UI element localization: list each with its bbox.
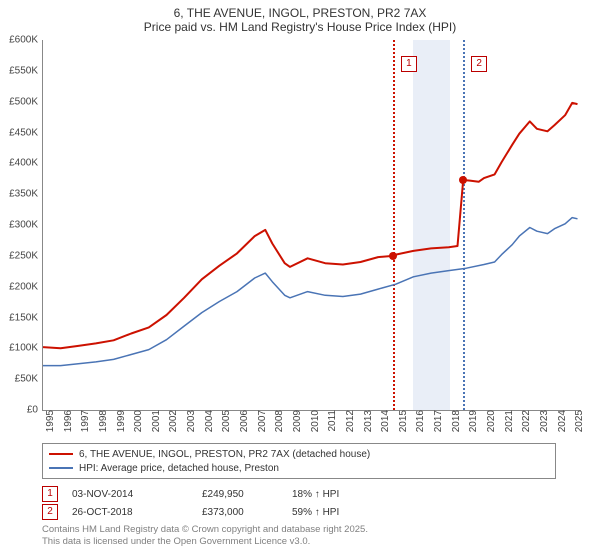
sale-row: 1 03-NOV-2014 £249,950 18% ↑ HPI <box>42 485 412 503</box>
x-tick-label: 2009 <box>292 410 303 440</box>
x-tick-label: 2010 <box>310 410 321 440</box>
y-tick-label: £500K <box>0 96 38 107</box>
sale-marker-box: 1 <box>42 486 58 502</box>
title-address: 6, THE AVENUE, INGOL, PRESTON, PR2 7AX <box>0 6 600 20</box>
sale-price: £249,950 <box>202 489 292 500</box>
sale-row: 2 26-OCT-2018 £373,000 59% ↑ HPI <box>42 503 412 521</box>
y-tick-label: £200K <box>0 281 38 292</box>
y-tick-label: £400K <box>0 158 38 169</box>
x-tick-label: 2011 <box>327 410 338 440</box>
sale-price: £373,000 <box>202 507 292 518</box>
sale-date: 03-NOV-2014 <box>72 489 202 500</box>
x-tick-label: 2024 <box>557 410 568 440</box>
y-tick-label: £250K <box>0 250 38 261</box>
y-tick-label: £0 <box>0 405 38 416</box>
x-tick-label: 2019 <box>468 410 479 440</box>
sale-delta: 18% ↑ HPI <box>292 489 412 500</box>
legend-swatch <box>49 453 73 455</box>
chart-lines <box>43 40 581 410</box>
x-tick-label: 2018 <box>451 410 462 440</box>
title-block: 6, THE AVENUE, INGOL, PRESTON, PR2 7AX P… <box>0 0 600 34</box>
x-tick-label: 2012 <box>345 410 356 440</box>
x-tick-label: 2020 <box>486 410 497 440</box>
x-tick-label: 2013 <box>363 410 374 440</box>
legend-swatch <box>49 467 73 469</box>
x-tick-label: 2002 <box>168 410 179 440</box>
x-tick-label: 2025 <box>574 410 585 440</box>
x-tick-label: 2007 <box>257 410 268 440</box>
x-tick-label: 2000 <box>133 410 144 440</box>
x-tick-label: 1998 <box>98 410 109 440</box>
title-subtitle: Price paid vs. HM Land Registry's House … <box>0 20 600 34</box>
plot-area: 12 <box>42 40 581 411</box>
sale-marker-dot <box>459 176 467 184</box>
y-tick-label: £100K <box>0 343 38 354</box>
x-tick-label: 1999 <box>116 410 127 440</box>
y-tick-label: £300K <box>0 220 38 231</box>
y-tick-label: £550K <box>0 65 38 76</box>
x-tick-label: 2005 <box>221 410 232 440</box>
x-tick-label: 2022 <box>521 410 532 440</box>
sale-marker-dot <box>389 252 397 260</box>
y-tick-label: £350K <box>0 189 38 200</box>
x-tick-label: 2003 <box>186 410 197 440</box>
legend-item: 6, THE AVENUE, INGOL, PRESTON, PR2 7AX (… <box>49 447 549 461</box>
x-tick-label: 2023 <box>539 410 550 440</box>
x-tick-label: 2004 <box>204 410 215 440</box>
footer-line: Contains HM Land Registry data © Crown c… <box>42 524 368 536</box>
footer-line: This data is licensed under the Open Gov… <box>42 536 368 548</box>
sale-date: 26-OCT-2018 <box>72 507 202 518</box>
y-tick-label: £450K <box>0 127 38 138</box>
chart-container: 6, THE AVENUE, INGOL, PRESTON, PR2 7AX P… <box>0 0 600 560</box>
legend-label: 6, THE AVENUE, INGOL, PRESTON, PR2 7AX (… <box>79 449 370 460</box>
x-tick-label: 2008 <box>274 410 285 440</box>
legend-label: HPI: Average price, detached house, Pres… <box>79 463 279 474</box>
x-tick-label: 2015 <box>398 410 409 440</box>
x-tick-label: 1997 <box>80 410 91 440</box>
series-hpi <box>43 218 578 366</box>
sales-table: 1 03-NOV-2014 £249,950 18% ↑ HPI 2 26-OC… <box>42 485 412 521</box>
x-tick-label: 2017 <box>433 410 444 440</box>
footer: Contains HM Land Registry data © Crown c… <box>42 524 368 549</box>
sale-marker-box: 2 <box>42 504 58 520</box>
sale-delta: 59% ↑ HPI <box>292 507 412 518</box>
x-tick-label: 2016 <box>415 410 426 440</box>
x-tick-label: 2006 <box>239 410 250 440</box>
y-tick-label: £150K <box>0 312 38 323</box>
x-tick-label: 2001 <box>151 410 162 440</box>
x-tick-label: 1995 <box>45 410 56 440</box>
x-tick-label: 2021 <box>504 410 515 440</box>
series-property <box>43 103 578 348</box>
legend: 6, THE AVENUE, INGOL, PRESTON, PR2 7AX (… <box>42 443 556 479</box>
chart-area: 12 £0£50K£100K£150K£200K£250K£300K£350K£… <box>42 40 580 410</box>
legend-item: HPI: Average price, detached house, Pres… <box>49 461 549 475</box>
x-tick-label: 2014 <box>380 410 391 440</box>
y-tick-label: £50K <box>0 374 38 385</box>
x-tick-label: 1996 <box>63 410 74 440</box>
y-tick-label: £600K <box>0 35 38 46</box>
